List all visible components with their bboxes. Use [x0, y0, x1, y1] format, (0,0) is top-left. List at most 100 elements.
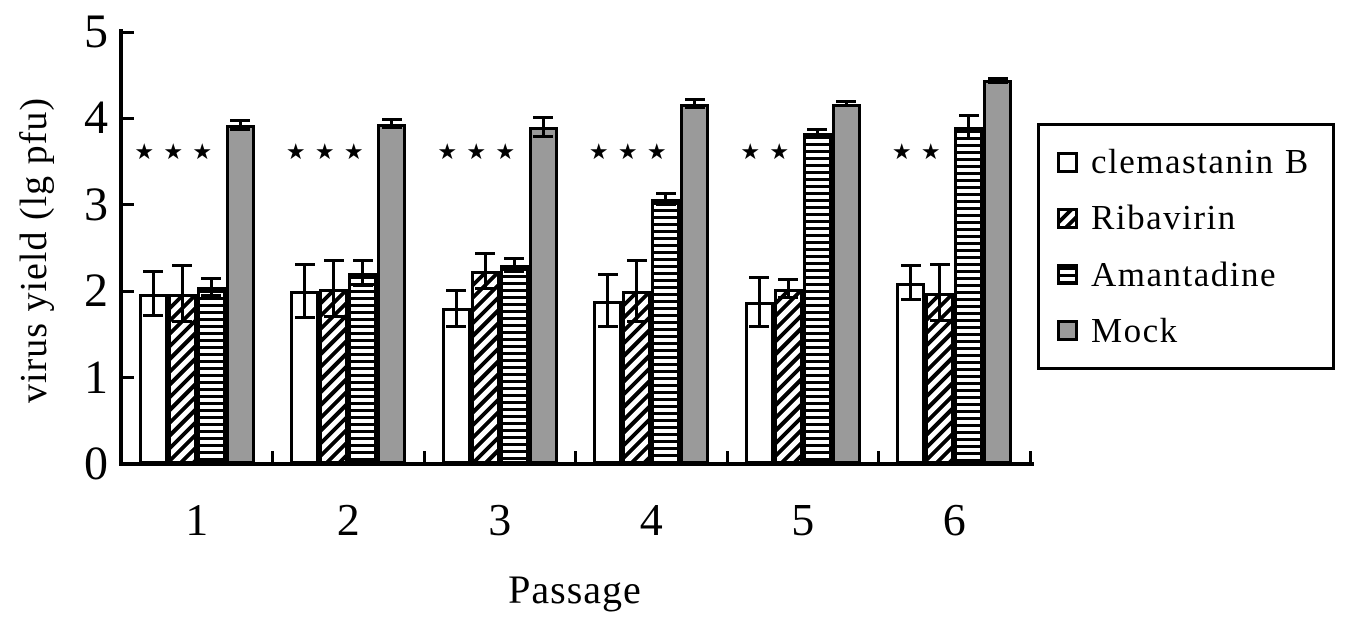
error-bar-ribavirin-passage-3-bottom-cap [475, 287, 496, 291]
y-tick-label-0: 0 [84, 437, 108, 490]
error-bar-clemastanin-b-passage-3-bottom-cap [446, 324, 467, 328]
error-bar-amantadine-passage-1-bottom-cap [201, 293, 222, 297]
bar-mock-passage-2 [377, 123, 407, 464]
error-bar-ribavirin-passage-6-bottom-cap [929, 319, 950, 323]
bar-mock-passage-6 [983, 80, 1013, 464]
error-bar-clemastanin-b-passage-1-bottom-cap [143, 314, 164, 318]
error-bar-ribavirin-passage-5 [786, 279, 790, 299]
x-tick-label-5: 5 [791, 494, 815, 545]
error-bar-clemastanin-b-passage-6 [909, 265, 913, 300]
error-bar-ribavirin-passage-3-top-cap [475, 252, 496, 256]
error-bar-mock-passage-4-top-cap [684, 98, 705, 102]
x-tick-label-3: 3 [488, 494, 512, 545]
error-bar-ribavirin-passage-6 [938, 264, 942, 322]
error-bar-ribavirin-passage-4-top-cap [626, 259, 647, 263]
error-bar-clemastanin-b-passage-5-top-cap [749, 276, 770, 280]
error-bar-clemastanin-b-passage-1-top-cap [143, 270, 164, 274]
error-bar-clemastanin-b-passage-5-bottom-cap [749, 325, 770, 329]
error-bar-mock-passage-6-bottom-cap [987, 80, 1008, 84]
error-bar-mock-passage-2-top-cap [381, 118, 402, 122]
legend-item-mock: Mock [1057, 311, 1326, 351]
error-bar-mock-passage-1 [238, 120, 242, 131]
bar-clemastanin-b-passage-3 [441, 308, 471, 464]
significance-star: ★ [437, 139, 458, 165]
error-bar-amantadine-passage-5-bottom-cap [807, 135, 828, 139]
error-bar-clemastanin-b-passage-6-bottom-cap [900, 297, 921, 301]
error-bar-ribavirin-passage-2 [332, 260, 336, 318]
error-bar-mock-passage-4-bottom-cap [684, 106, 705, 110]
legend-swatch-ribavirin [1057, 207, 1078, 229]
error-bar-clemastanin-b-passage-6-top-cap [900, 264, 921, 268]
bar-ribavirin-passage-4 [622, 291, 652, 464]
x-tick-label-4: 4 [639, 494, 663, 545]
legend-label-mock: Mock [1091, 310, 1179, 350]
significance-star: ★ [920, 139, 941, 165]
x-axis-title: Passage [508, 567, 642, 612]
legend-swatch-mock [1057, 320, 1078, 342]
error-bar-mock-passage-2-bottom-cap [381, 125, 402, 129]
y-tick-3 [121, 203, 134, 207]
error-bar-clemastanin-b-passage-4 [606, 273, 610, 328]
y-tick-5 [121, 30, 134, 34]
significance-star: ★ [163, 139, 184, 165]
x-separator-tick-2 [422, 451, 426, 462]
y-tick-label-4: 4 [84, 91, 108, 145]
error-bar-amantadine-passage-3-bottom-cap [504, 270, 525, 274]
significance-star: ★ [343, 139, 364, 165]
error-bar-mock-passage-3-top-cap [533, 115, 554, 119]
significance-star: ★ [769, 139, 790, 165]
x-separator-tick-5 [877, 451, 880, 462]
error-bar-amantadine-passage-4 [664, 192, 668, 205]
legend-box: clemastanin B Ribavirin Amantadine Mock [1037, 123, 1335, 370]
error-bar-ribavirin-passage-4 [635, 260, 639, 323]
error-bar-ribavirin-passage-2-bottom-cap [323, 315, 344, 319]
y-tick-1 [121, 376, 134, 380]
error-bar-amantadine-passage-1 [209, 278, 213, 296]
significance-star: ★ [285, 139, 306, 165]
legend-swatch-clemastanin-b [1057, 151, 1078, 173]
bar-mock-passage-4 [680, 103, 710, 464]
error-bar-amantadine-passage-2-bottom-cap [352, 284, 373, 288]
error-bar-amantadine-passage-4-top-cap [655, 191, 676, 195]
error-bar-amantadine-passage-2-top-cap [352, 259, 373, 263]
significance-star: ★ [466, 139, 487, 165]
error-bar-ribavirin-passage-5-top-cap [778, 278, 799, 282]
error-bar-ribavirin-passage-2-top-cap [323, 259, 344, 263]
error-bar-clemastanin-b-passage-4-top-cap [597, 272, 618, 276]
y-axis-line [119, 29, 123, 466]
y-tick-2 [121, 289, 134, 293]
error-bar-amantadine-passage-3-top-cap [504, 257, 525, 261]
error-bar-amantadine-passage-6-bottom-cap [958, 137, 979, 141]
error-bar-mock-passage-4 [693, 99, 697, 109]
error-bar-clemastanin-b-passage-2-top-cap [294, 263, 315, 267]
significance-star: ★ [891, 139, 912, 165]
x-separator-tick-3 [574, 451, 577, 462]
bar-amantadine-passage-3 [499, 265, 529, 464]
significance-star: ★ [588, 139, 609, 165]
error-bar-mock-passage-1-top-cap [230, 119, 251, 123]
y-tick-label-1: 1 [84, 350, 108, 404]
error-bar-ribavirin-passage-1-top-cap [172, 264, 193, 268]
x-tick-label-1: 1 [185, 494, 209, 545]
x-tick-label-2: 2 [336, 494, 360, 545]
significance-star: ★ [740, 139, 761, 165]
significance-star: ★ [314, 139, 335, 165]
error-bar-mock-passage-5-bottom-cap [836, 104, 857, 108]
error-bar-amantadine-passage-5-top-cap [807, 127, 828, 131]
bar-mock-passage-3 [528, 127, 558, 464]
legend-item-ribavirin: Ribavirin [1057, 198, 1326, 238]
bar-amantadine-passage-6 [954, 127, 984, 464]
error-bar-ribavirin-passage-1-bottom-cap [172, 320, 193, 324]
x-separator-tick-1 [271, 451, 274, 462]
error-bar-ribavirin-passage-3 [483, 253, 487, 290]
error-bar-amantadine-passage-6 [967, 114, 971, 140]
legend-item-amantadine: Amantadine [1057, 255, 1326, 295]
legend-swatch-amantadine [1057, 264, 1078, 286]
bar-amantadine-passage-4 [651, 198, 681, 464]
bar-ribavirin-passage-3 [470, 271, 500, 464]
error-bar-clemastanin-b-passage-5 [757, 277, 761, 328]
error-bar-mock-passage-6-top-cap [987, 76, 1008, 80]
error-bar-mock-passage-3 [541, 116, 545, 138]
x-separator-tick-6 [1028, 451, 1032, 462]
